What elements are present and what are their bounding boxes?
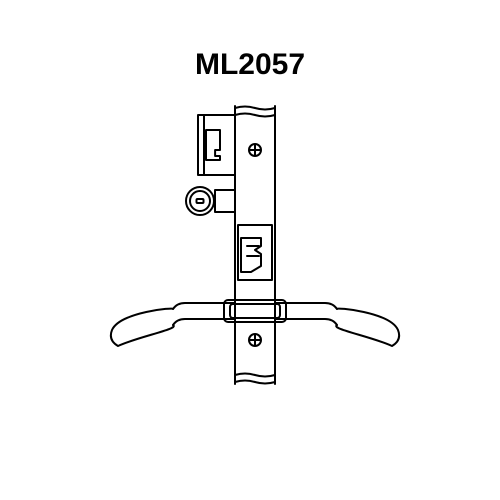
lever-right-handle	[336, 309, 399, 346]
cylinder-collar	[215, 190, 235, 212]
lever-rose-inner	[230, 304, 280, 318]
keyway	[197, 199, 204, 203]
lockset-diagram	[0, 0, 500, 500]
escutcheon-top-break-2	[235, 107, 275, 110]
escutcheon-bottom-break-2	[235, 381, 275, 384]
latch-bolt	[206, 130, 220, 160]
lever-left-handle	[111, 309, 174, 346]
cylinder-ring	[190, 191, 210, 211]
escutcheon-bottom-break-1	[235, 374, 275, 377]
escutcheon-top-break-1	[235, 114, 275, 117]
